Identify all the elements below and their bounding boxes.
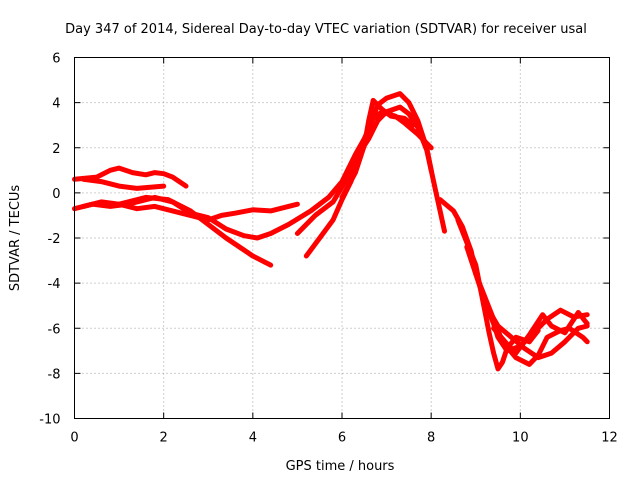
x-tick-label: 8 bbox=[427, 431, 435, 446]
grid-layer bbox=[74, 57, 610, 419]
series-track-7 bbox=[303, 91, 434, 259]
y-tick-label: 4 bbox=[52, 97, 60, 112]
series-track-8 bbox=[339, 97, 416, 200]
series-track-2 bbox=[80, 176, 167, 191]
chart-title: Day 347 of 2014, Sidereal Day-to-day VTE… bbox=[65, 22, 587, 37]
x-tick-label: 10 bbox=[512, 431, 529, 446]
x-tick-label: 12 bbox=[601, 431, 618, 446]
series-track-13 bbox=[491, 310, 590, 356]
x-tick-label: 4 bbox=[249, 431, 257, 446]
series-track-10 bbox=[455, 217, 541, 372]
y-tick-label: 2 bbox=[52, 142, 60, 157]
x-tick-label: 2 bbox=[160, 431, 168, 446]
y-tick-label: 0 bbox=[52, 187, 60, 202]
y-tick-label: -4 bbox=[48, 277, 61, 292]
x-tick-label: 0 bbox=[70, 431, 78, 446]
series-layer bbox=[72, 91, 590, 372]
series-track-5 bbox=[116, 194, 274, 268]
y-tick-label: -6 bbox=[48, 322, 61, 337]
series-track-6 bbox=[294, 104, 447, 236]
y-tick-label: -10 bbox=[39, 413, 60, 428]
tick-layer: 0 2 4 6 8 10 12 -10 -8 -6 -4 -2 0 2 4 6 bbox=[39, 52, 618, 446]
series-track-1 bbox=[72, 165, 189, 189]
y-tick-label: -2 bbox=[48, 232, 61, 247]
y-tick-label: 6 bbox=[52, 52, 60, 67]
series-track-12 bbox=[482, 300, 590, 361]
x-axis-label: GPS time / hours bbox=[286, 459, 395, 474]
series-track-4 bbox=[72, 109, 434, 241]
y-tick-label: -8 bbox=[48, 367, 61, 382]
x-tick-label: 6 bbox=[338, 431, 346, 446]
y-axis-label: SDTVAR / TECUs bbox=[8, 185, 23, 292]
